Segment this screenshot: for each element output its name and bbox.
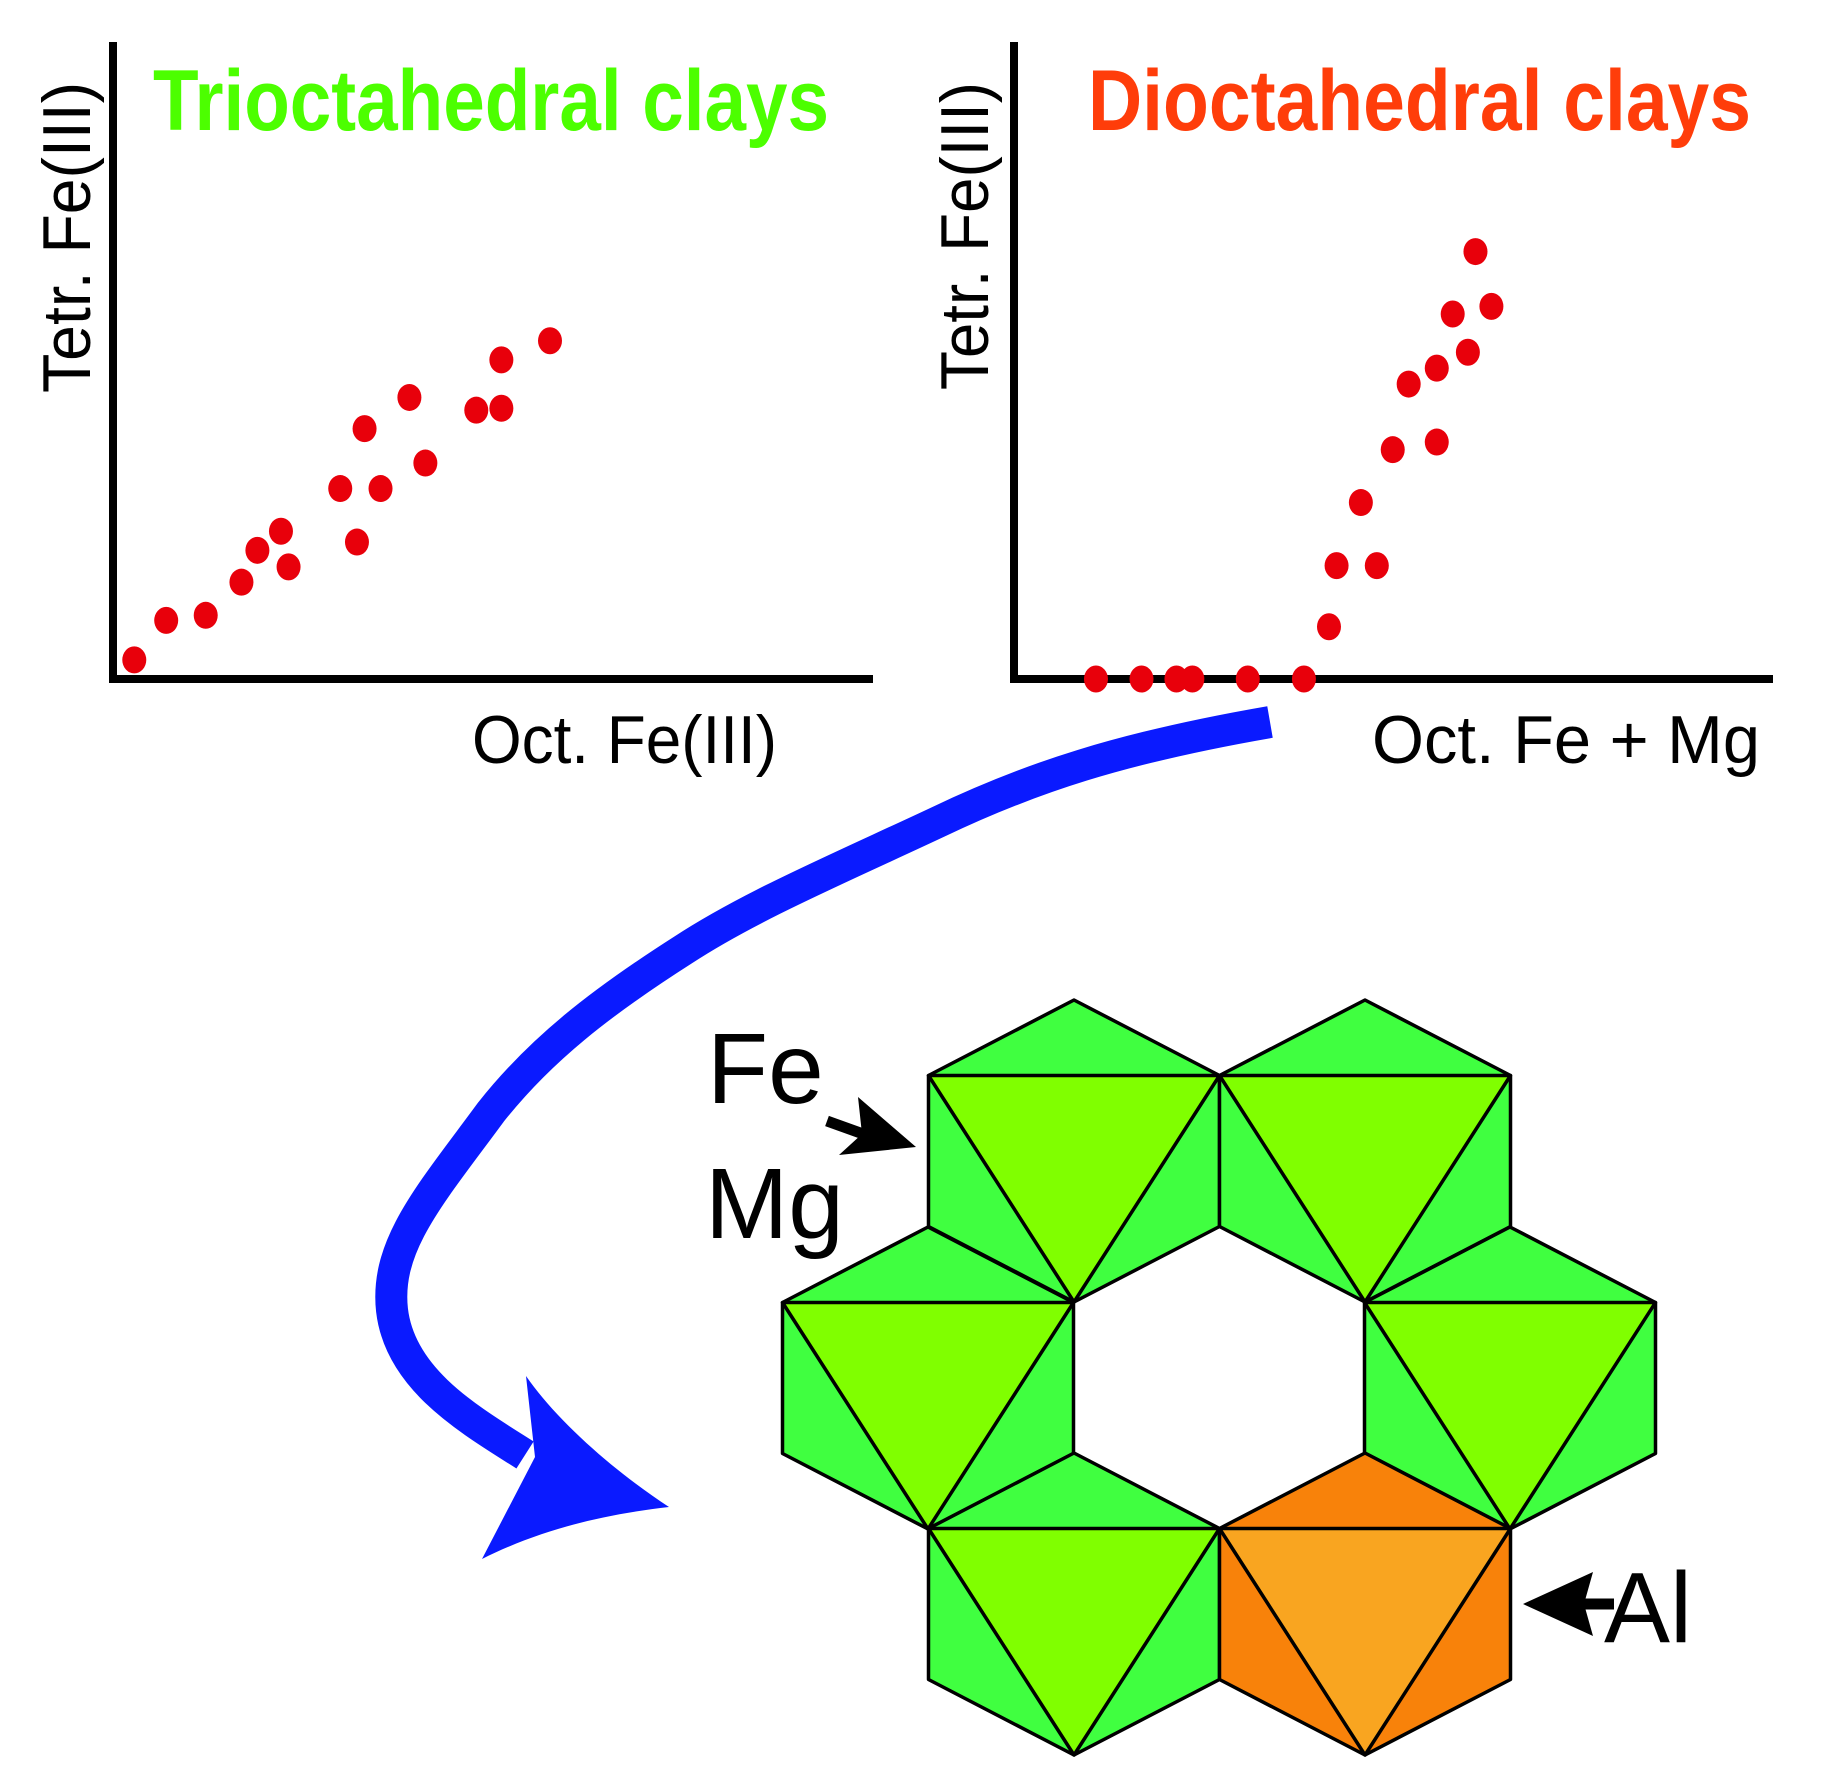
data-point [464,396,489,424]
data-point [1463,238,1488,266]
data-point [1440,300,1465,328]
octahedron-face [926,1526,1222,1757]
data-point [1235,665,1260,693]
fe-mg-pointer-arrow [825,1097,916,1155]
al-pointer-arrow [1523,1572,1614,1636]
data-point [1424,428,1449,456]
data-point [1479,292,1504,320]
octahedron-al [1217,1451,1513,1757]
fe-label: Fe [707,1013,824,1125]
octahedron-face [926,1073,1222,1304]
data-point [1380,436,1405,464]
data-point [489,346,514,374]
data-point [1424,354,1449,382]
axes [1010,42,1773,683]
data-point [1129,665,1154,693]
data-point [368,475,393,503]
data-point [352,415,377,443]
y-axis-label: Tetr. Fe(III) [927,82,1003,390]
data-point [122,646,147,674]
chart-title: Trioctahedral clays [153,53,829,149]
data-point [1364,552,1389,580]
octahedron-face [780,1300,1076,1531]
data-point [1083,665,1108,693]
data-point [276,553,301,581]
data-point [154,606,179,634]
data-points [1083,238,1504,693]
data-point [1324,552,1349,580]
dioctahedral-chart: Dioctahedral clays Tetr. Fe(III) Oct. Fe… [927,42,1773,778]
arrow-shaft [375,706,1273,1469]
data-point [328,475,353,503]
x-axis-label: Oct. Fe(III) [472,702,777,778]
data-point [1396,370,1421,398]
x-axis-label: Oct. Fe + Mg [1372,702,1760,778]
data-point [268,517,293,545]
chart-title: Dioctahedral clays [1088,53,1751,149]
data-point [344,528,369,556]
data-point [1348,489,1373,517]
octahedron-fe-mg [926,998,1222,1304]
data-point [1455,338,1480,366]
octahedron-face [1217,1073,1513,1304]
data-point [245,536,270,564]
data-points [122,327,562,674]
octahedron-face [1217,1526,1513,1757]
al-label: Al [1604,1552,1692,1664]
octahedral-sheet-diagram [780,998,1658,1757]
trioctahedral-chart: Trioctahedral clays Tetr. Fe(III) Oct. F… [29,42,873,778]
data-point [397,383,422,411]
data-point [538,327,562,355]
data-point [413,449,438,477]
data-point [229,568,254,596]
data-point [1291,665,1316,693]
data-point [1180,665,1205,693]
octahedron-face [1362,1300,1658,1531]
data-point [489,394,514,422]
blue-curved-arrow [375,706,1273,1559]
arrowhead [482,1376,669,1559]
data-point [1316,613,1341,641]
octahedron-fe-mg [780,1225,1076,1531]
data-point [193,601,218,629]
axes [109,42,873,683]
mg-label: Mg [705,1148,844,1260]
y-axis-label: Tetr. Fe(III) [29,82,105,393]
